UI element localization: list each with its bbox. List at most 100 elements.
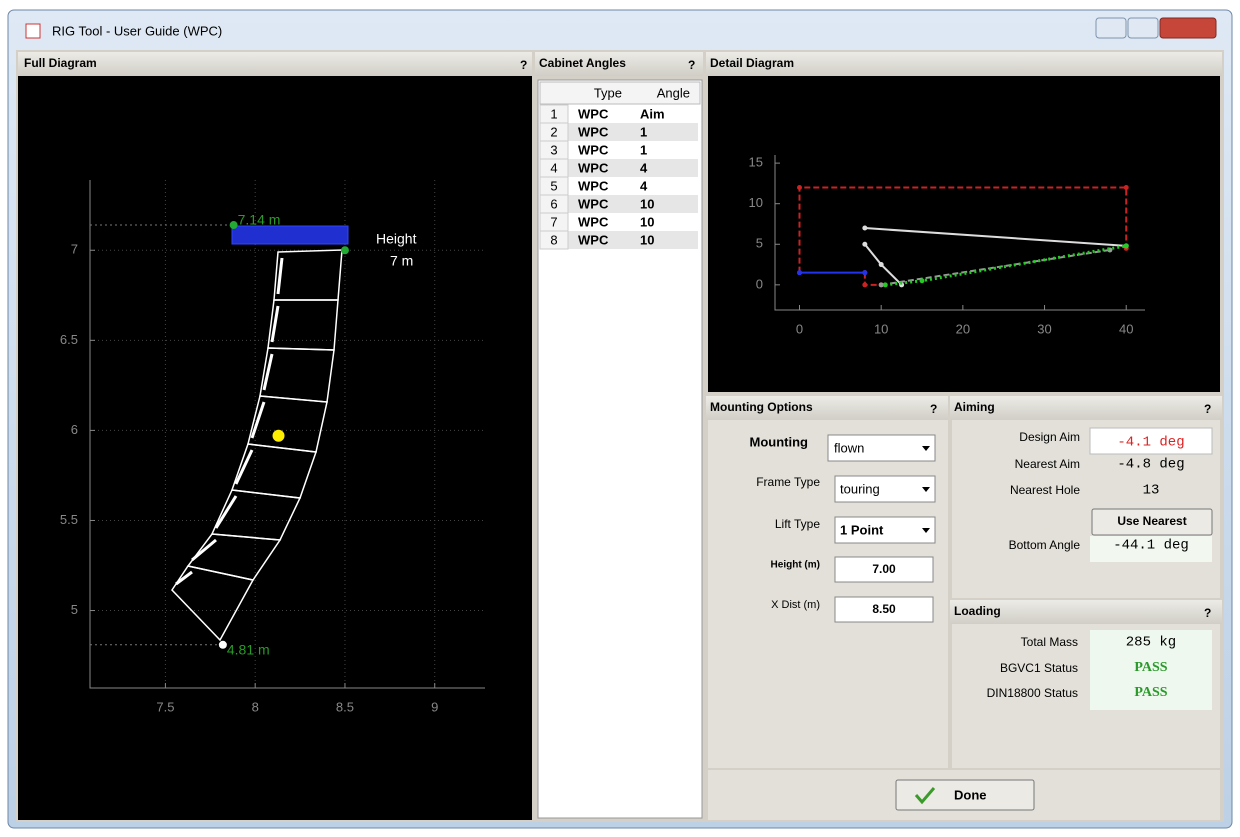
field-value: 285 kg [1126,635,1176,651]
frame-bar [231,225,349,245]
field-label: Lift Type [775,517,820,531]
field-label: X Dist (m) [771,599,820,611]
y-tick-label: 7 [71,242,78,257]
height-label: Height [376,231,417,247]
use-nearest-button[interactable] [1091,508,1213,536]
table-cell: 10 [640,214,654,229]
row-index: 4 [550,160,557,175]
dropdown-value: 1 Point [840,522,884,537]
table-row[interactable] [568,123,698,141]
detail-diagram: 0 10 20 30 40 0 5 10 15 [749,155,1145,336]
x-tick-label: 0 [796,321,803,336]
table-row[interactable] [568,213,698,231]
cabinet-detail [262,353,274,391]
y-tick-label: 6.5 [60,332,78,347]
panel-title: Aiming [954,400,995,414]
panel-header [18,52,532,76]
vertex [878,262,884,268]
vertex [882,282,888,288]
table-row[interactable] [568,105,698,123]
field-label: Design Aim [1019,430,1080,444]
field-label: Bottom Angle [1009,538,1081,552]
text-input[interactable] [1089,427,1213,455]
table-cell: 10 [640,196,654,211]
text-input[interactable] [834,556,934,583]
y-tick-label: 0 [756,276,763,291]
vertex [919,278,925,284]
field-label: Total Mass [1021,635,1078,649]
y-tick-label: 6 [71,422,78,437]
plot-area [18,76,532,820]
dropdown-arrow [922,528,930,533]
status-value: PASS [1134,660,1167,675]
dropdown[interactable] [827,434,936,462]
text-input[interactable] [834,596,934,623]
close-button[interactable] [1159,17,1217,39]
vertex [1123,184,1129,190]
input-value: 7.00 [872,562,896,576]
row-index: 3 [550,142,557,157]
field-label: Mounting [750,434,809,449]
check-icon [914,787,936,805]
help-icon[interactable]: ? [930,402,937,416]
cabinet-detail [276,257,284,295]
table-cell: WPC [578,142,609,157]
panel-title: Mounting Options [710,400,813,414]
row-index: 7 [550,214,557,229]
minimize-button[interactable] [1095,17,1127,39]
vertex [862,282,868,288]
dropdown[interactable] [834,475,936,503]
point [340,246,349,255]
maximize-button[interactable] [1127,17,1159,39]
y-tick-label: 5 [756,236,763,251]
input-value: -4.1 deg [1117,435,1184,451]
row-index: 6 [550,196,557,211]
value-box [1090,536,1212,562]
input-value: 8.50 [872,602,896,616]
detail-line [881,248,1111,286]
panel-header [706,396,948,420]
help-icon[interactable]: ? [520,58,527,72]
field-label: Nearest Aim [1015,457,1080,471]
panel-title: Loading [954,604,1001,618]
point [218,640,227,649]
dropdown[interactable] [834,516,936,544]
dropdown-value: touring [840,481,880,496]
table-cell: 4 [640,178,648,193]
table-row[interactable] [568,159,698,177]
help-icon[interactable]: ? [688,58,695,72]
panel-title: Detail Diagram [710,56,794,70]
table-row[interactable] [568,195,698,213]
table-cell: WPC [578,178,609,193]
window-title: RIG Tool - User Guide (WPC) [52,23,222,38]
column-header: Type [594,85,622,100]
help-icon[interactable]: ? [1204,402,1211,416]
done-button[interactable] [895,779,1035,811]
cabinet-detail [250,401,266,439]
table-cell: WPC [578,232,609,247]
vertex [1123,243,1129,249]
help-icon[interactable]: ? [1204,606,1211,620]
height-value: 7 m [390,253,413,269]
panel-title: Cabinet Angles [539,56,626,70]
vertex [862,225,868,231]
axis-line [774,155,1145,311]
panel-body [708,420,948,768]
point [272,429,285,442]
table-row[interactable] [568,141,698,159]
table-cell: Aim [640,106,665,121]
table-row[interactable] [568,177,698,195]
field-label: DIN18800 Status [987,686,1078,700]
table-row[interactable] [568,231,698,249]
vertex [878,282,884,288]
panel-title: Full Diagram [24,56,97,70]
table-cell: WPC [578,214,609,229]
field-label: BGVC1 Status [1000,661,1078,675]
table-cell: WPC [578,106,609,121]
row-index: 8 [550,232,557,247]
field-value: -4.8 deg [1117,457,1184,473]
row-index: 1 [550,106,557,121]
y-tick-label: 10 [749,195,763,210]
field-label: Frame Type [756,475,820,489]
